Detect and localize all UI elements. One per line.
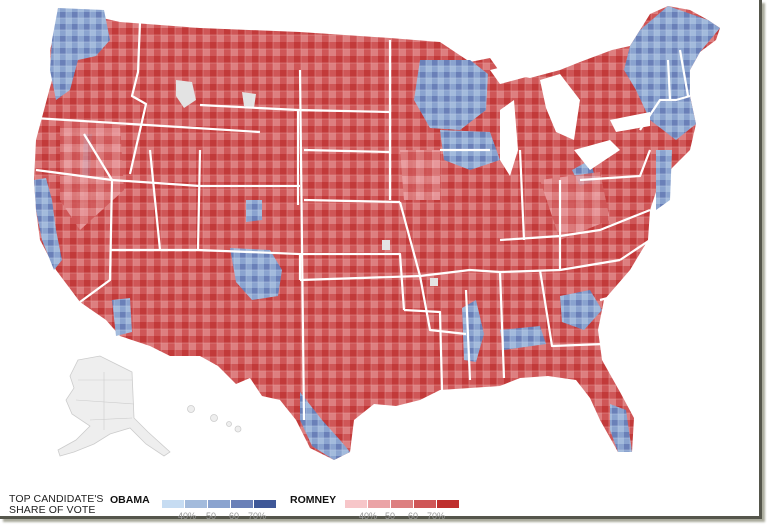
obama-tick-40: 40% [178, 511, 197, 521]
obama-swatch-4 [231, 500, 253, 508]
obama-label: OBAMA [110, 494, 150, 506]
new-england [624, 6, 720, 140]
obama-swatch-5 [254, 500, 276, 508]
georgia-carolina [560, 290, 602, 330]
no-data-counties [176, 80, 438, 286]
south-texas [300, 392, 350, 460]
romney-swatch-4 [414, 500, 436, 508]
obama-swatch-1 [162, 500, 184, 508]
alaska-inset [57, 355, 171, 457]
obama-tick-70: 70% [248, 511, 267, 521]
california-coast [34, 178, 62, 270]
obama-counties [34, 6, 720, 460]
obama-swatch-3 [208, 500, 230, 508]
colorado-front [246, 200, 262, 222]
romney-color-scale [345, 500, 459, 508]
obama-tick-60: 60 [229, 511, 240, 521]
romney-label: ROMNEY [290, 494, 337, 506]
romney-light-counties [60, 120, 610, 240]
obama-swatch-2 [185, 500, 207, 508]
obama-color-scale [162, 500, 276, 508]
romney-tick-70: 70% [427, 511, 446, 521]
alabama-black-belt [500, 326, 546, 350]
legend-title-line1: TOP CANDIDATE'S [9, 493, 104, 505]
pacific-northwest-coast [50, 8, 110, 100]
romney-tick-50: 50 [385, 511, 396, 521]
hawaii-inset [187, 405, 242, 433]
new-mexico-north [230, 248, 282, 300]
great-lakes [490, 58, 650, 176]
legend-title: TOP CANDIDATE'S SHARE OF VOTE [9, 494, 104, 516]
romney-swatch-5 [437, 500, 459, 508]
romney-tick-40: 40% [359, 511, 378, 521]
obama-tick-50: 50 [206, 511, 217, 521]
romney-tick-60: 60 [408, 511, 419, 521]
florida-south [610, 404, 632, 452]
state-borders [33, 21, 691, 421]
northeast-corridor [656, 150, 672, 210]
legend-title-line2: SHARE OF VOTE [9, 504, 96, 516]
contiguous-us [34, 6, 720, 460]
romney-swatch-2 [368, 500, 390, 508]
county-results-map [33, 6, 720, 460]
romney-swatch-3 [391, 500, 413, 508]
southern-arizona [112, 298, 132, 336]
romney-swatch-1 [345, 500, 367, 508]
legend: TOP CANDIDATE'S SHARE OF VOTE OBAMA 40% … [0, 490, 759, 521]
upper-midwest [414, 60, 488, 130]
